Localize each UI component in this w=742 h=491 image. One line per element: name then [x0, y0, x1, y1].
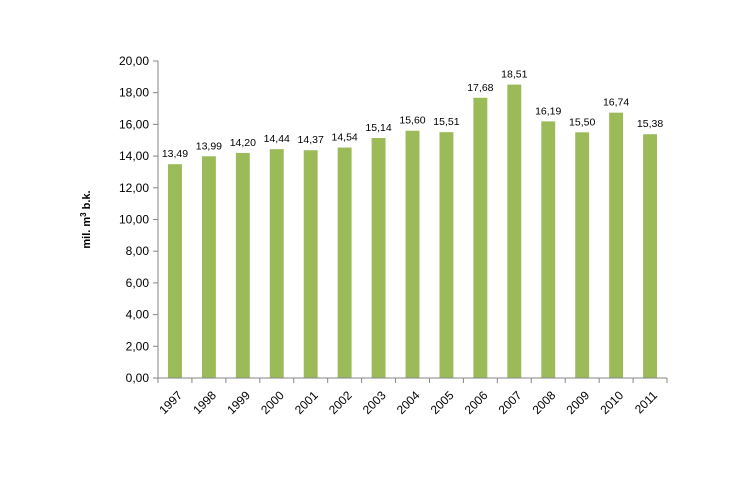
bar-2010 — [609, 112, 624, 379]
x-tick-label: 1998 — [190, 388, 219, 417]
data-label-2005: 15,51 — [433, 116, 459, 128]
data-label-1999: 14,20 — [230, 137, 256, 149]
bar-2008 — [541, 121, 556, 379]
data-label-1998: 13,99 — [196, 140, 222, 152]
x-tick-label: 2007 — [496, 388, 525, 417]
x-tick-label: 2003 — [360, 388, 389, 417]
bar-2002 — [337, 147, 352, 378]
bar-2005 — [439, 132, 454, 378]
y-tick-label: 20,00 — [119, 54, 149, 68]
y-axis-title-suffix: b.k. — [81, 190, 93, 212]
x-tick-label: 2008 — [530, 388, 559, 417]
x-tick-label: 2006 — [462, 388, 491, 417]
x-axis: 1997 1998 1999 2000 2001 2002 2003 2004 2005 2006… — [156, 377, 668, 417]
y-tick-label: 14,00 — [119, 149, 149, 163]
bar-2006 — [473, 97, 488, 378]
y-axis-title-base: mil. m — [81, 217, 93, 249]
y-tick-label: 12,00 — [119, 181, 149, 195]
x-tick-label: 2002 — [326, 388, 355, 417]
bar-2004 — [405, 130, 420, 378]
bar-2001 — [303, 150, 318, 378]
x-tick-label: 2001 — [292, 388, 321, 417]
y-tick-label: 16,00 — [119, 117, 149, 131]
bar-1998 — [201, 156, 216, 378]
x-tick-label: 1999 — [224, 388, 253, 417]
bar-2003 — [371, 138, 386, 378]
bar-2009 — [575, 132, 590, 378]
y-axis-title-sup: 3 — [79, 212, 88, 217]
x-tick-label: 2010 — [597, 388, 626, 417]
data-label-2008: 16,19 — [535, 105, 561, 117]
data-label-2001: 14,37 — [298, 134, 324, 146]
bar-2007 — [507, 84, 522, 378]
y-tick-label: 10,00 — [119, 213, 149, 227]
data-label-2011: 15,38 — [637, 118, 663, 130]
data-label-2006: 17,68 — [467, 82, 493, 94]
data-label-2009: 15,50 — [569, 116, 595, 128]
data-label-2007: 18,51 — [501, 69, 527, 81]
y-tick-label: 2,00 — [126, 339, 150, 353]
y-tick-label: 0,00 — [126, 371, 150, 385]
y-axis: 0,00 2,00 4,00 6,00 8,00 10,00 12,00 14,00 16,00… — [119, 54, 159, 385]
y-axis-title: mil. m3 b.k. — [79, 190, 93, 248]
y-axis-title-text: mil. m3 b.k. — [79, 190, 93, 248]
bar-1997 — [168, 164, 182, 378]
x-tick-label: 2011 — [632, 388, 660, 416]
x-tick-label: 2005 — [428, 388, 457, 417]
y-tick-label: 18,00 — [119, 86, 149, 100]
x-tick-label: 2000 — [258, 388, 287, 417]
bar-2000 — [269, 149, 284, 378]
data-label-2000: 14,44 — [264, 133, 290, 145]
y-tick-label: 4,00 — [126, 308, 150, 322]
x-tick-label: 2009 — [564, 388, 593, 417]
bar-2011 — [643, 134, 657, 378]
y-tick-label: 8,00 — [126, 244, 150, 258]
data-label-2010: 16,74 — [603, 97, 629, 109]
x-tick-label: 2004 — [394, 388, 423, 417]
bar-series: 13,49 13,99 14,20 14,44 14,37 14,54 15,14 15,60… — [162, 69, 663, 379]
data-label-2002: 14,54 — [331, 132, 357, 144]
data-label-2004: 15,60 — [399, 115, 425, 127]
bar-1999 — [235, 152, 250, 378]
x-tick-label: 1997 — [156, 388, 185, 417]
y-tick-label: 6,00 — [126, 276, 150, 290]
data-label-2003: 15,14 — [365, 122, 391, 134]
data-label-1997: 13,49 — [162, 148, 188, 160]
